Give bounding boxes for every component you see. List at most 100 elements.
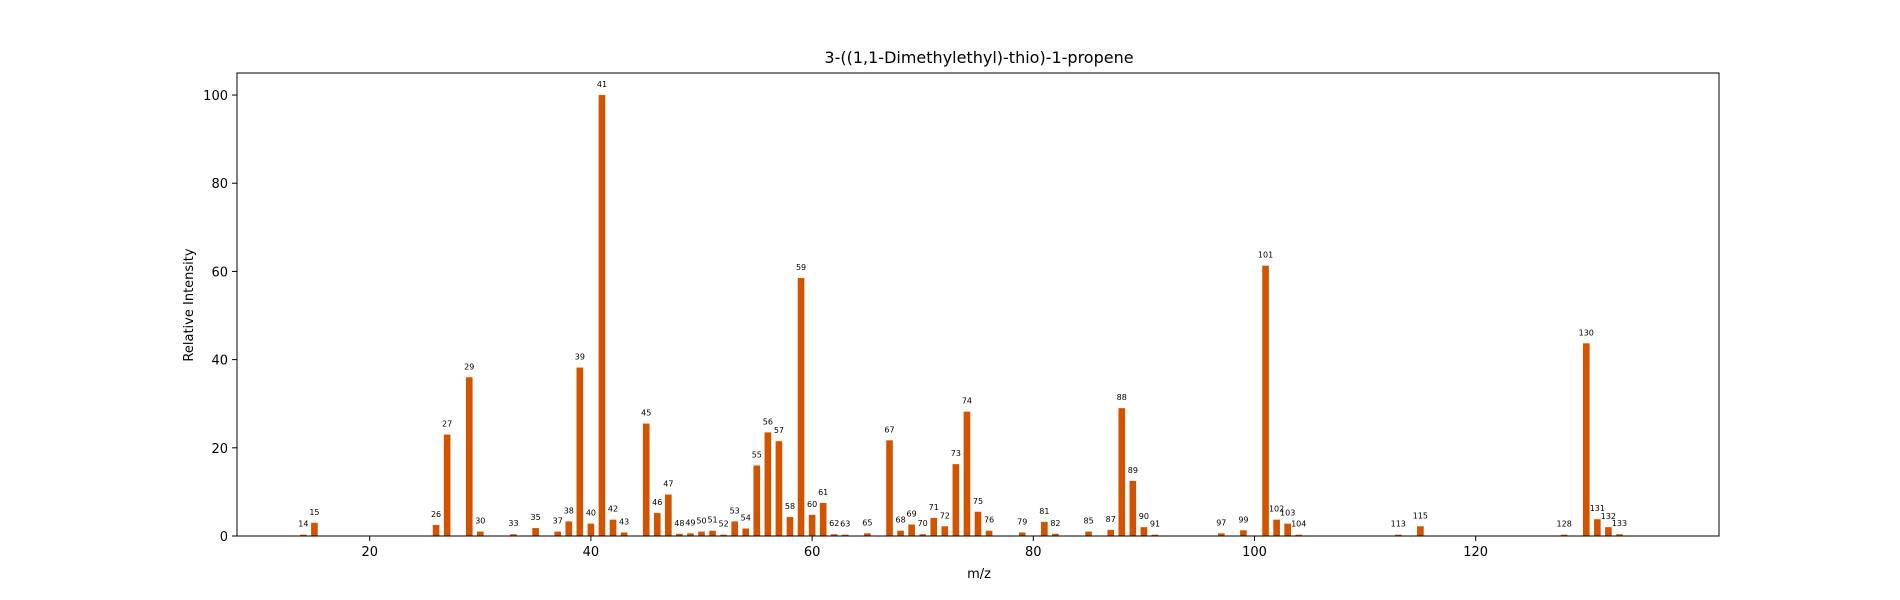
bar-label-mz-40: 40 [586,509,596,518]
y-axis-label: Relative Intensity [182,248,197,361]
bar-mz-37 [554,531,562,536]
bar-mz-29 [465,377,473,536]
x-tick-label: 20 [361,545,378,560]
bar-label-mz-132: 132 [1601,512,1616,521]
bar-mz-45 [642,423,650,536]
bar-label-mz-72: 72 [940,511,950,520]
y-axis-ticks: 0 20 40 60 80 100 [203,89,237,545]
bar-mz-73 [952,464,960,536]
bar-label-mz-37: 37 [553,517,563,526]
bar-label-mz-104: 104 [1291,520,1306,529]
plot-frame [236,72,1720,537]
bar-label-mz-69: 69 [907,510,917,519]
bar-label-mz-54: 54 [741,514,751,523]
bar-label-mz-58: 58 [785,502,795,511]
bar-mz-87 [1107,529,1115,536]
bar-mz-53 [731,521,739,536]
bar-label-mz-97: 97 [1216,518,1226,527]
bar-mz-33 [510,534,517,536]
bar-mz-35 [532,528,539,536]
bar-label-mz-15: 15 [309,508,319,517]
bar-label-mz-68: 68 [895,516,905,525]
bar-mz-49 [687,533,694,536]
bar-label-mz-62: 62 [829,519,839,528]
bar-mz-43 [620,532,628,536]
bar-label-mz-85: 85 [1084,517,1094,526]
bar-mz-130 [1582,343,1590,536]
x-tick-label: 120 [1463,545,1488,560]
bar-label-mz-67: 67 [884,425,894,434]
bar-mz-75 [974,511,982,536]
bars-layer [300,95,1623,537]
bar-label-mz-51: 51 [707,516,717,525]
bar-mz-47 [665,494,672,536]
bar-label-mz-115: 115 [1413,511,1428,520]
bar-label-mz-14: 14 [298,520,308,529]
bar-mz-56 [764,432,772,536]
bar-mz-14 [300,534,307,536]
bar-mz-57 [775,441,783,536]
bar-label-mz-39: 39 [575,353,585,362]
bar-label-mz-55: 55 [752,450,762,459]
bar-mz-72 [941,526,949,536]
bar-mz-115 [1417,526,1424,536]
bar-label-mz-75: 75 [973,497,983,506]
bar-mz-27 [443,434,451,536]
bar-label-mz-35: 35 [531,513,541,522]
bar-label-mz-60: 60 [807,500,817,509]
y-tick-label: 100 [203,89,228,104]
bar-label-mz-113: 113 [1391,520,1406,529]
bar-label-mz-99: 99 [1238,515,1248,524]
bar-mz-101 [1262,265,1269,536]
bar-mz-26 [432,524,440,536]
bar-label-mz-130: 130 [1579,328,1594,337]
bar-label-mz-45: 45 [641,409,651,418]
bar-mz-132 [1605,527,1612,536]
bar-label-mz-91: 91 [1150,520,1160,529]
bar-label-mz-79: 79 [1017,517,1027,526]
bar-mz-52 [720,534,727,536]
bar-mz-89 [1129,480,1137,536]
bar-label-mz-81: 81 [1039,507,1049,516]
bar-label-mz-52: 52 [719,520,729,529]
bar-label-mz-29: 29 [464,362,474,371]
bar-mz-81 [1041,521,1048,536]
bar-label-mz-46: 46 [652,498,662,507]
bar-mz-48 [676,533,683,536]
bar-mz-71 [930,517,938,536]
bar-label-mz-63: 63 [840,520,850,529]
bar-mz-54 [742,528,750,536]
bar-mz-82 [1052,533,1059,536]
x-tick-label: 40 [583,545,600,560]
bar-label-mz-57: 57 [774,426,784,435]
bar-mz-131 [1594,519,1601,536]
bar-label-mz-27: 27 [442,420,452,429]
bar-mz-69 [908,524,915,536]
y-tick-label: 0 [220,530,228,545]
bar-label-mz-102: 102 [1269,505,1284,514]
bar-label-mz-30: 30 [475,517,485,526]
bar-mz-79 [1018,532,1026,536]
bar-mz-133 [1616,534,1623,536]
bar-mz-15 [311,522,318,536]
bar-mz-128 [1560,534,1568,536]
bar-label-mz-43: 43 [619,517,629,526]
bar-label-mz-76: 76 [984,516,994,525]
y-tick-label: 20 [211,442,228,457]
bar-label-mz-71: 71 [929,503,939,512]
bar-label-mz-89: 89 [1128,466,1138,475]
bar-mz-65 [864,533,871,536]
bar-mz-61 [819,502,827,536]
bar-mz-50 [698,531,705,536]
bar-mz-76 [985,530,993,536]
bar-label-mz-47: 47 [663,480,673,489]
bar-label-mz-48: 48 [674,519,684,528]
bar-label-mz-90: 90 [1139,512,1149,521]
bar-label-mz-42: 42 [608,505,618,514]
bar-mz-113 [1394,534,1402,536]
bar-mz-40 [587,523,595,536]
bar-label-mz-53: 53 [730,506,740,515]
bar-mz-103 [1284,523,1291,536]
bar-mz-63 [841,534,849,536]
bar-label-mz-103: 103 [1280,509,1295,518]
